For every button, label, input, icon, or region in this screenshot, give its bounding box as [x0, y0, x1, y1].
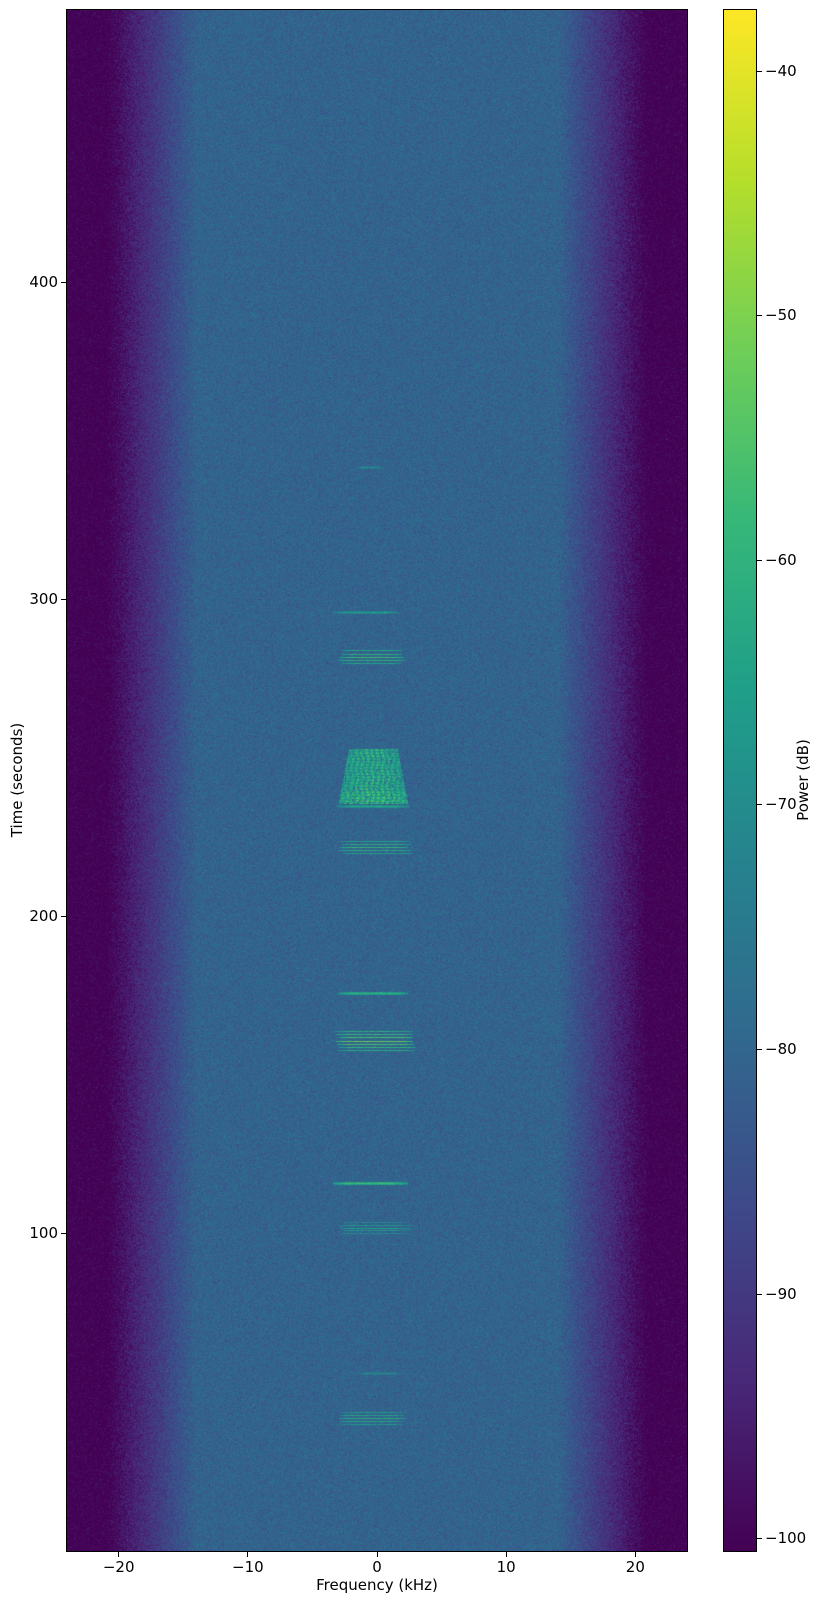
x-tick-label: 20 — [625, 1558, 645, 1576]
colorbar-tick-label: −80 — [765, 1040, 797, 1059]
spectrogram-canvas — [66, 9, 688, 1552]
colorbar-tick-mark — [757, 1049, 762, 1051]
x-tick-mark — [247, 1552, 249, 1557]
x-tick-mark — [118, 1552, 120, 1557]
colorbar-tick-mark — [757, 70, 762, 72]
colorbar-tick-label: −70 — [765, 795, 797, 814]
x-tick-label: −10 — [232, 1558, 264, 1576]
x-tick-label: −20 — [102, 1558, 135, 1576]
x-axis-label: Frequency (kHz) — [316, 1576, 438, 1594]
x-tick-mark — [376, 1552, 378, 1557]
x-tick-label: 0 — [372, 1558, 382, 1576]
colorbar-tick-label: −90 — [765, 1284, 797, 1303]
y-tick-label: 400 — [29, 273, 58, 292]
colorbar-label: Power (dB) — [794, 739, 812, 821]
colorbar-tick-mark — [757, 1293, 762, 1295]
y-tick-mark — [61, 1233, 66, 1235]
y-tick-label: 200 — [29, 907, 58, 926]
colorbar-tick-mark — [757, 804, 762, 806]
x-tick-mark — [634, 1552, 636, 1557]
colorbar-tick-label: −40 — [765, 61, 797, 80]
y-tick-label: 300 — [29, 590, 58, 609]
y-tick-mark — [61, 599, 66, 601]
colorbar-tick-label: −60 — [765, 550, 797, 569]
colorbar-tick-label: −50 — [765, 306, 797, 325]
x-tick-label: 10 — [496, 1558, 516, 1576]
y-tick-mark — [61, 916, 66, 918]
y-tick-label: 100 — [29, 1224, 58, 1243]
colorbar-tick-mark — [757, 559, 762, 561]
colorbar-tick-mark — [757, 315, 762, 317]
y-axis-label: Time (seconds) — [8, 722, 26, 838]
y-tick-mark — [61, 282, 66, 284]
colorbar-tick-mark — [757, 1538, 762, 1540]
x-tick-mark — [505, 1552, 507, 1557]
colorbar-tick-label: −100 — [765, 1529, 807, 1548]
colorbar-gradient — [723, 9, 757, 1552]
